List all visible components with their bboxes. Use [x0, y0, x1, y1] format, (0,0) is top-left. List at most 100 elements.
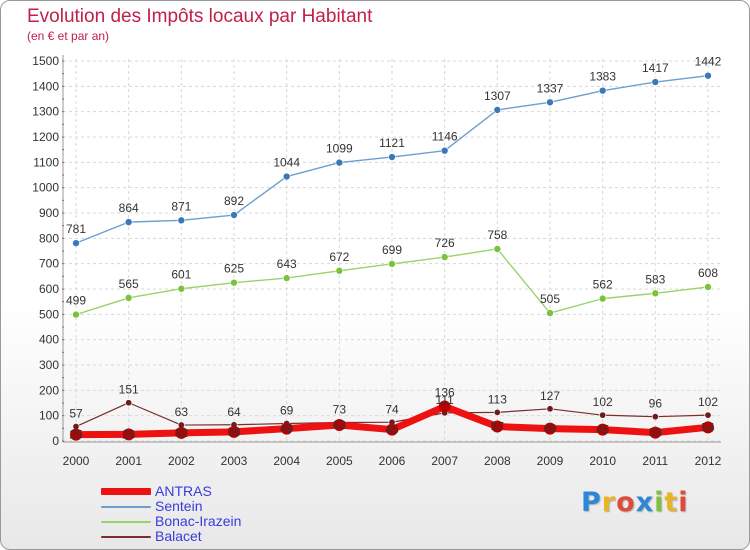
data-label-bonac-irazein: 672 — [329, 250, 349, 264]
data-label-bonac-irazein: 699 — [382, 243, 402, 257]
x-tick-label: 2000 — [63, 454, 90, 468]
data-point-antras — [649, 426, 662, 439]
data-point-sentein — [598, 86, 607, 95]
y-tick-label: 1000 — [32, 181, 59, 195]
data-label-antras: 49 — [280, 422, 294, 436]
data-point-balacet — [546, 405, 554, 413]
data-label-sentein: 1337 — [537, 81, 564, 95]
data-label-antras: 45 — [596, 423, 610, 437]
data-point-bonac-irazein — [335, 266, 344, 275]
x-tick-label: 2007 — [431, 454, 458, 468]
data-label-sentein: 781 — [66, 222, 86, 236]
data-point-antras — [438, 400, 451, 413]
data-label-sentein: 1099 — [326, 142, 353, 156]
y-tick-label: 400 — [39, 333, 59, 347]
data-label-antras: 136 — [435, 386, 455, 400]
data-point-sentein — [651, 78, 660, 86]
data-label-bonac-irazein: 499 — [66, 294, 86, 308]
data-label-antras: 54 — [701, 420, 715, 434]
data-point-antras — [491, 420, 504, 433]
y-tick-label: 500 — [39, 307, 59, 321]
x-tick-label: 2004 — [273, 454, 300, 468]
legend-label-sentein: Sentein — [155, 498, 203, 514]
y-tick-label: 1300 — [32, 105, 59, 119]
data-label-bonac-irazein: 758 — [487, 228, 507, 242]
data-label-sentein: 1121 — [379, 136, 405, 150]
x-tick-label: 2006 — [379, 454, 406, 468]
y-tick-label: 100 — [39, 409, 59, 423]
data-label-antras: 57 — [491, 420, 505, 434]
data-label-balacet: 151 — [119, 383, 139, 397]
data-point-bonac-irazein — [493, 245, 502, 253]
data-point-bonac-irazein — [177, 284, 186, 293]
data-point-antras — [228, 425, 240, 438]
data-point-balacet — [704, 411, 712, 419]
data-point-antras — [544, 422, 556, 435]
data-label-bonac-irazein: 601 — [171, 268, 191, 282]
data-label-sentein: 871 — [171, 199, 191, 213]
data-label-bonac-irazein: 726 — [435, 236, 455, 250]
data-point-sentein — [546, 98, 554, 107]
data-label-antras: 33 — [649, 426, 663, 440]
legend-swatch-antras — [101, 488, 151, 495]
data-label-bonac-irazein: 562 — [593, 278, 613, 292]
x-tick-label: 2008 — [484, 454, 511, 468]
data-label-antras: 49 — [543, 422, 557, 436]
y-tick-label: 1500 — [32, 54, 59, 68]
y-tick-label: 300 — [39, 358, 59, 372]
data-label-antras: 45 — [385, 423, 399, 437]
data-label-balacet: 57 — [69, 407, 83, 421]
data-label-bonac-irazein: 565 — [119, 277, 139, 291]
data-label-antras: 25 — [69, 428, 83, 442]
x-tick-label: 2012 — [695, 454, 722, 468]
data-label-bonac-irazein: 583 — [645, 272, 665, 286]
data-point-antras — [702, 421, 714, 434]
data-point-antras — [70, 428, 82, 441]
data-label-balacet: 96 — [649, 397, 663, 411]
x-tick-label: 2001 — [115, 454, 142, 468]
data-point-antras — [333, 419, 346, 432]
x-tick-label: 2003 — [221, 454, 248, 468]
data-point-antras — [175, 426, 188, 439]
data-label-antras: 36 — [227, 425, 241, 439]
data-label-sentein: 864 — [119, 201, 139, 215]
y-tick-label: 700 — [39, 257, 59, 271]
data-point-antras — [596, 423, 609, 436]
data-label-bonac-irazein: 643 — [277, 257, 297, 271]
data-point-bonac-irazein — [282, 274, 291, 282]
data-point-sentein — [335, 158, 344, 167]
data-point-bonac-irazein — [388, 260, 396, 268]
x-tick-label: 2009 — [537, 454, 564, 468]
legend-swatch-balacet — [101, 536, 151, 538]
y-tick-label: 800 — [39, 231, 59, 245]
data-point-bonac-irazein — [598, 294, 607, 303]
data-point-sentein — [704, 71, 712, 80]
x-tick-label: 2005 — [326, 454, 353, 468]
y-tick-label: 1200 — [32, 130, 59, 144]
y-tick-label: 0 — [52, 434, 59, 448]
data-point-sentein — [493, 106, 502, 114]
data-label-antras: 32 — [175, 426, 189, 440]
data-label-sentein: 892 — [224, 194, 244, 208]
y-tick-label: 1400 — [32, 79, 59, 93]
data-label-sentein: 1044 — [273, 156, 300, 170]
data-point-balacet — [651, 413, 659, 421]
data-point-balacet — [599, 411, 607, 419]
data-label-sentein: 1146 — [432, 130, 458, 144]
data-label-sentein: 1307 — [484, 89, 511, 103]
data-point-bonac-irazein — [651, 289, 660, 298]
data-label-balacet: 127 — [540, 389, 560, 403]
data-label-antras: 63 — [333, 418, 347, 432]
data-point-sentein — [177, 216, 186, 225]
data-label-bonac-irazein: 505 — [540, 292, 560, 306]
data-point-bonac-irazein — [546, 309, 554, 317]
data-label-balacet: 102 — [698, 395, 718, 409]
data-point-sentein — [440, 146, 449, 155]
data-point-bonac-irazein — [704, 283, 712, 291]
data-label-sentein: 1383 — [589, 70, 616, 84]
data-point-bonac-irazein — [230, 278, 238, 287]
y-tick-label: 200 — [39, 383, 59, 397]
data-point-balacet — [125, 399, 133, 407]
data-label-balacet: 64 — [227, 405, 241, 419]
